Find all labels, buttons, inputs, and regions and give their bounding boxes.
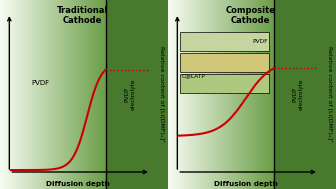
Bar [180, 32, 269, 51]
Text: PVDF: PVDF [252, 39, 267, 44]
Text: Composite
Cathode: Composite Cathode [225, 6, 276, 25]
Text: Diffusion depth: Diffusion depth [214, 181, 278, 187]
Text: Relative content of [Li(DMF)ₓ]⁺: Relative content of [Li(DMF)ₓ]⁺ [327, 46, 332, 143]
Text: Traditional
Cathode: Traditional Cathode [57, 6, 108, 25]
Text: C@LATP: C@LATP [182, 73, 206, 78]
Text: Diffusion depth: Diffusion depth [46, 181, 110, 187]
Text: PVDF
electrolyte: PVDF electrolyte [292, 79, 303, 110]
Text: PVDF: PVDF [31, 80, 49, 86]
Bar [180, 53, 269, 72]
Bar [180, 74, 269, 93]
Text: PVDF
electrolyte: PVDF electrolyte [124, 79, 135, 110]
Text: Relative content of [Li(DMF)ₓ]⁺: Relative content of [Li(DMF)ₓ]⁺ [159, 46, 164, 143]
